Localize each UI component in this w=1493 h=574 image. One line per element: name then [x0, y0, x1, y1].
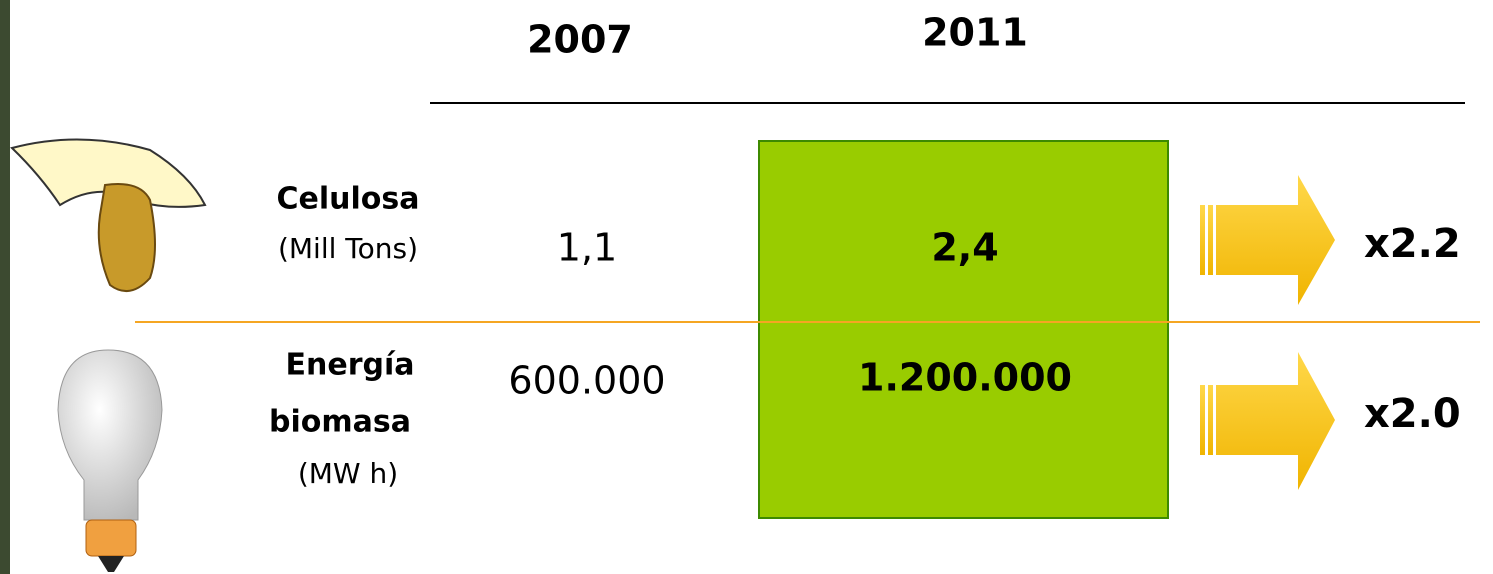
- growth-arrow: [1200, 352, 1335, 490]
- cell-2011: 2,4: [931, 226, 998, 270]
- row-label: Celulosa: [277, 182, 420, 217]
- growth-arrow: [1200, 175, 1335, 305]
- light-bulb-icon: [58, 350, 162, 572]
- column-header: 2011: [922, 11, 1028, 55]
- slide: 2007 2011 Celulosa (Mill Tons) 1,1 2,4 E…: [0, 0, 1493, 574]
- row-label: biomasa: [269, 405, 411, 440]
- highlight-box: [759, 141, 1168, 518]
- cell-2011: 1.200.000: [858, 356, 1072, 400]
- paper-hand-icon: [12, 139, 205, 291]
- growth-factor: x2.0: [1364, 391, 1461, 437]
- left-photo-edge: [0, 0, 10, 574]
- row-unit: (MW h): [298, 457, 398, 490]
- growth-factor: x2.2: [1364, 221, 1461, 267]
- row-unit: (Mill Tons): [278, 232, 418, 265]
- cell-2007: 1,1: [557, 226, 617, 270]
- page: {"table": { "columns": ["2007", "2011"],…: [0, 0, 1493, 574]
- cell-2007: 600.000: [508, 359, 665, 403]
- column-header: 2007: [527, 18, 633, 62]
- row-label: Energía: [286, 348, 415, 383]
